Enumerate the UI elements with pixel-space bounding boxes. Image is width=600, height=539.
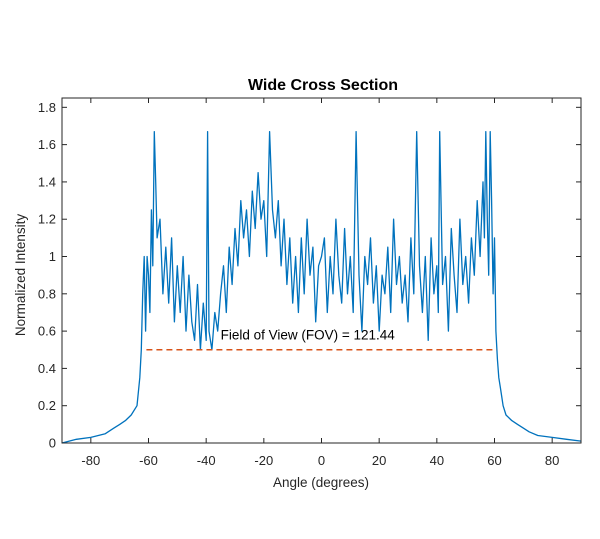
intensity-line	[61, 130, 582, 444]
y-tick-label: 0.8	[38, 286, 56, 301]
x-tick-label: 0	[318, 453, 325, 468]
y-tick-label: 1.4	[38, 174, 56, 189]
x-tick-label: 80	[545, 453, 559, 468]
y-tick-label: 1.2	[38, 212, 56, 227]
x-tick-label: -80	[81, 453, 100, 468]
y-tick-label: 1.6	[38, 137, 56, 152]
x-tick-label: 40	[430, 453, 444, 468]
y-tick-label: 0.4	[38, 361, 56, 376]
x-axis-label: Angle (degrees)	[273, 475, 369, 490]
chart-title: Wide Cross Section	[248, 77, 398, 94]
y-tick-label: 1.8	[38, 100, 56, 115]
x-tick-label: -20	[254, 453, 273, 468]
y-tick-label: 0.2	[38, 398, 56, 413]
x-tick-label: -60	[139, 453, 158, 468]
axes: -80 -60 -40 -20 0 20 40 60 80 0 0.2 0.4 0.6 0.8 1 1.2 1.…	[38, 97, 582, 468]
y-axis-label: Normalized Intensity	[13, 214, 28, 337]
x-tick-label: 20	[372, 453, 386, 468]
y-tick-label: 0.6	[38, 324, 56, 339]
axes-box	[61, 97, 582, 444]
plot-area	[61, 130, 582, 444]
x-tick-label: -40	[197, 453, 216, 468]
fov-annotation: Field of View (FOV) = 121.44	[221, 328, 396, 343]
x-tick-label: 60	[487, 453, 501, 468]
y-tick-label: 1	[49, 249, 56, 264]
y-tick-label: 0	[49, 436, 56, 451]
